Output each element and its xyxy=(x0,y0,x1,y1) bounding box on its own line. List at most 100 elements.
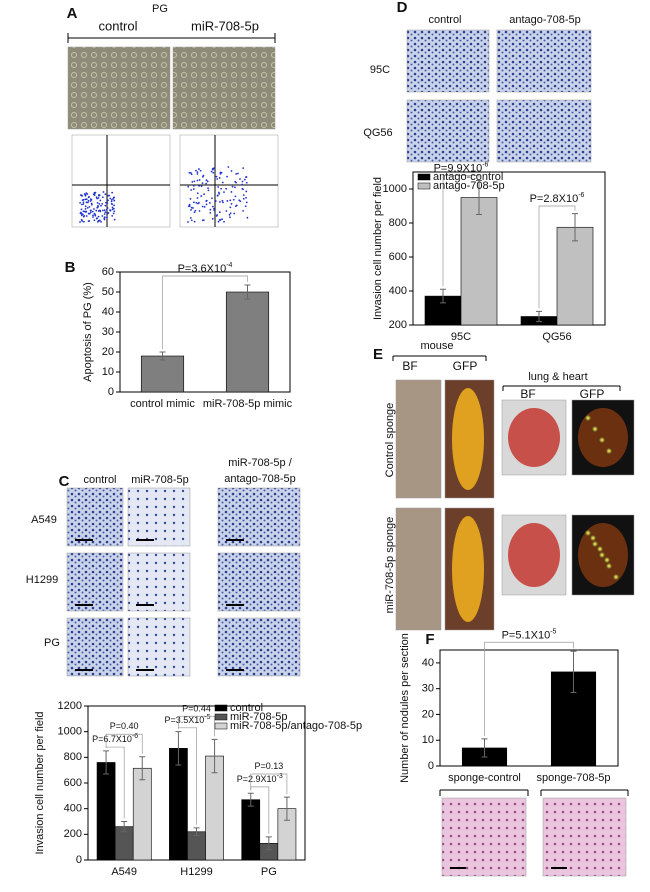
flow-dot xyxy=(190,209,192,211)
flow-dot xyxy=(89,198,92,201)
flow-dot xyxy=(190,173,193,176)
y-tick-label: 40 xyxy=(102,306,114,318)
flow-dot xyxy=(200,195,203,197)
label: lung & heart xyxy=(528,371,587,383)
flow-dot xyxy=(232,198,235,201)
flow-dot xyxy=(109,197,112,200)
flow-dot xyxy=(221,199,224,202)
error-bar xyxy=(139,756,146,781)
flow-dot xyxy=(242,197,245,200)
flow-dot xyxy=(89,200,92,202)
flow-dot xyxy=(217,186,220,188)
image xyxy=(542,797,627,877)
flow-dot xyxy=(100,204,102,207)
flow-dot xyxy=(218,177,221,179)
bar xyxy=(132,767,152,861)
nodule xyxy=(606,563,612,569)
flow-dot xyxy=(93,192,96,195)
flow-dot xyxy=(112,197,115,200)
flow-dot xyxy=(87,212,90,215)
label: miR-708-5p sponge xyxy=(384,517,396,614)
flow-dot xyxy=(83,193,86,195)
legend-label: miR-708-5p xyxy=(230,711,287,723)
bar xyxy=(460,197,498,326)
flow-dot xyxy=(235,173,238,175)
flow-dot xyxy=(242,209,245,212)
flow-dot xyxy=(107,194,109,197)
y-tick-label: 400 xyxy=(389,285,407,297)
flow-dot xyxy=(221,181,224,184)
y-tick-label: 0 xyxy=(428,760,434,772)
flow-dot xyxy=(84,205,87,208)
flow-dot xyxy=(189,217,192,219)
flow-dot xyxy=(91,210,94,213)
p-value-text: P=3.6X10 xyxy=(178,263,227,275)
flow-dot xyxy=(98,194,101,197)
flow-dot xyxy=(191,180,194,183)
flow-dot xyxy=(207,189,210,192)
flow-dot xyxy=(243,178,246,181)
flow-dot xyxy=(190,206,193,209)
y-tick-label: 0 xyxy=(108,386,114,398)
flow-dot xyxy=(215,175,218,178)
flow-dot xyxy=(104,211,107,214)
flow-dot xyxy=(225,187,228,190)
image xyxy=(441,797,527,877)
significance-bracket xyxy=(484,641,574,736)
x-tick-label: control mimic xyxy=(130,398,195,410)
image xyxy=(217,617,301,677)
flow-dot xyxy=(87,199,90,202)
p-value-text: P=6.7X10 xyxy=(92,734,132,744)
x-tick-label: miR-708-5p mimic xyxy=(203,398,293,410)
legend-swatch xyxy=(214,722,228,730)
image xyxy=(217,487,301,547)
flow-dot xyxy=(196,197,199,199)
flow-dot xyxy=(225,210,228,212)
y-tick-label: 10 xyxy=(102,366,114,378)
flow-dot xyxy=(199,169,202,172)
flow-dot xyxy=(97,210,100,212)
legend-swatch xyxy=(214,713,228,721)
flow-dot xyxy=(201,219,204,222)
error-bar xyxy=(572,213,578,242)
p-value-exponent: -6 xyxy=(578,192,584,199)
flow-dot xyxy=(80,208,83,211)
flow-dot xyxy=(226,175,228,178)
image xyxy=(127,552,191,612)
y-axis-label: Number of nodules per section xyxy=(399,633,411,783)
flow-dot xyxy=(241,183,244,186)
image xyxy=(172,46,276,130)
flow-dot xyxy=(207,187,209,190)
label: F xyxy=(425,631,434,648)
x-tick-label: PG xyxy=(261,866,277,878)
bar xyxy=(556,226,594,326)
x-tick-label: H1299 xyxy=(180,866,212,878)
flow-dot xyxy=(205,182,208,185)
label: A xyxy=(67,5,78,22)
nodule xyxy=(597,546,603,552)
flow-dot xyxy=(103,213,106,215)
flow-dot xyxy=(218,211,221,214)
flow-dot xyxy=(113,204,115,207)
error-bar xyxy=(476,180,482,215)
y-tick-label: 1200 xyxy=(58,700,82,712)
flow-dot xyxy=(97,215,100,218)
flow-dot xyxy=(239,178,241,180)
flow-dot xyxy=(88,195,90,198)
y-tick-label: 600 xyxy=(389,251,407,263)
flow-dot xyxy=(80,212,82,215)
label: E xyxy=(373,346,383,363)
bar xyxy=(225,291,270,393)
significance-bracket xyxy=(162,275,248,349)
flow-dot xyxy=(111,206,114,209)
flow-dot xyxy=(106,207,109,209)
flow-dot xyxy=(230,191,233,193)
flow-dot xyxy=(188,171,191,174)
error-bar xyxy=(440,288,446,304)
flow-dot xyxy=(217,191,220,194)
flow-dot xyxy=(90,209,92,212)
flow-dot xyxy=(219,201,221,203)
y-tick-label: 200 xyxy=(64,828,82,840)
p-value-exponent: -6 xyxy=(482,161,488,168)
label: QG56 xyxy=(363,127,392,139)
